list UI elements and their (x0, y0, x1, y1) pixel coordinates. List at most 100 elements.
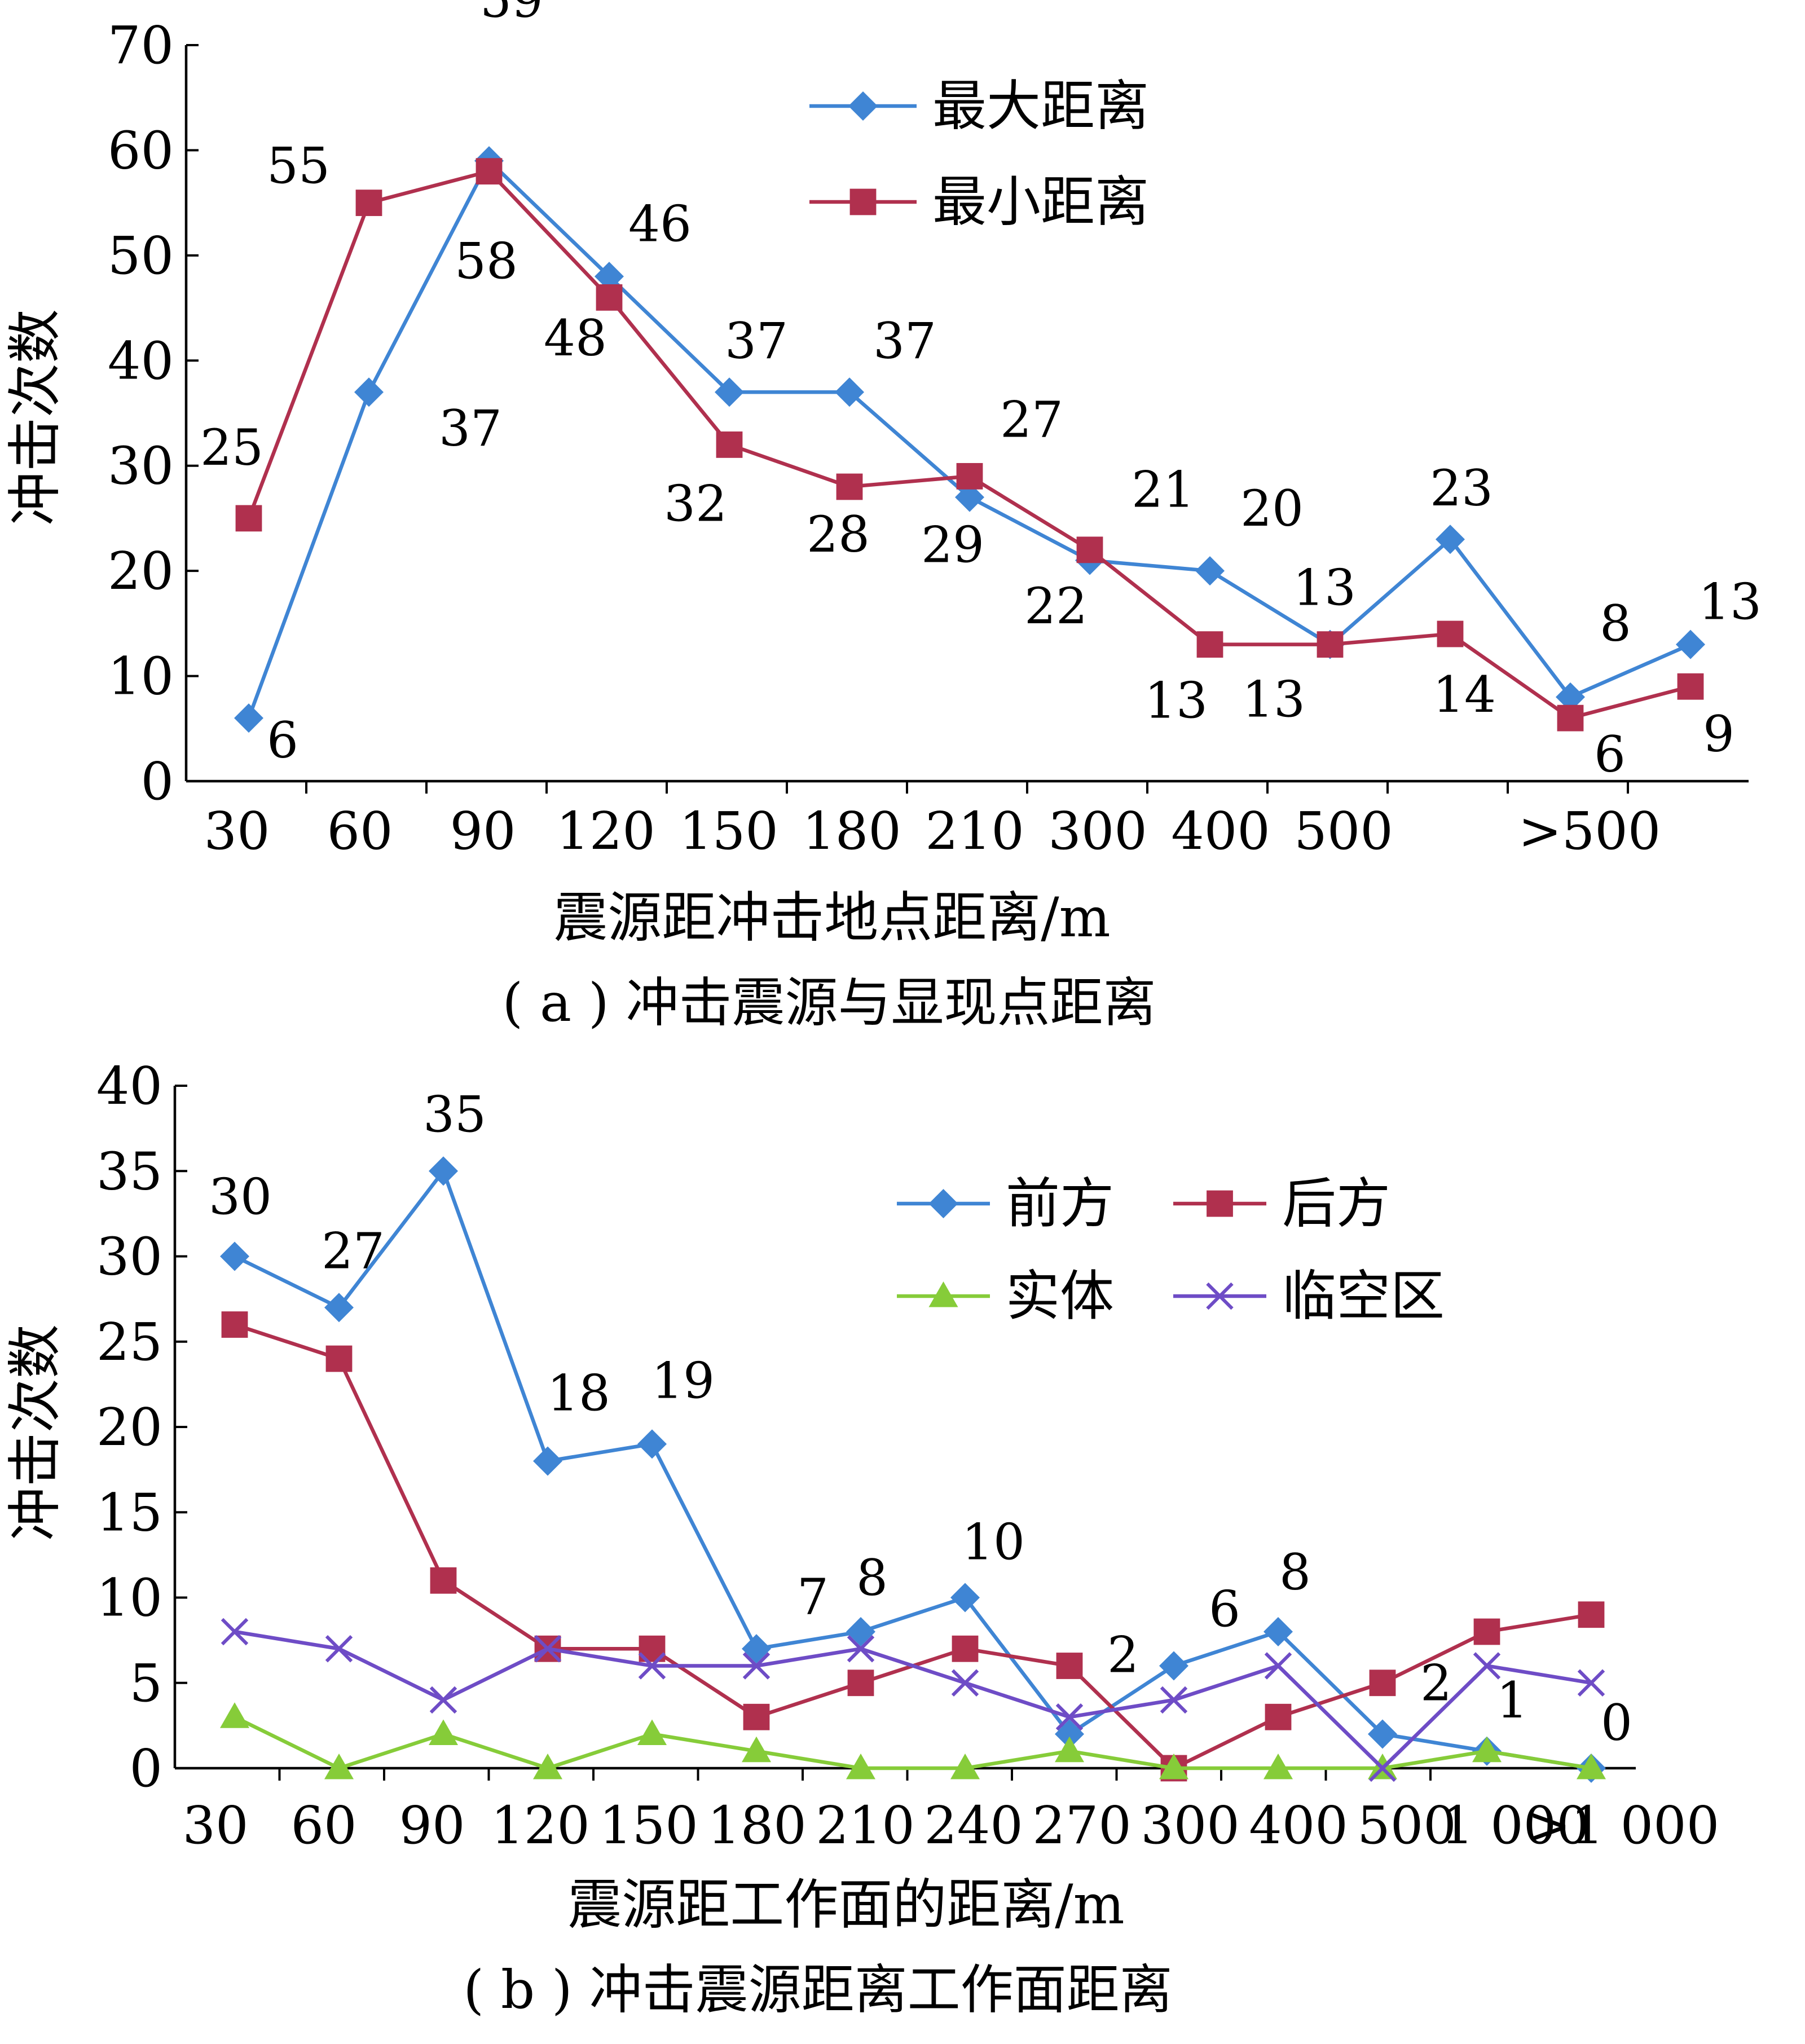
b-series-3-point-2-stroke-b (429, 1686, 457, 1714)
b-series-2-point-7 (950, 1754, 980, 1779)
b-legend-label-2: 实体 (1006, 1265, 1114, 1328)
b-series-1-point-11 (1369, 1669, 1396, 1697)
b-series-3-point-6 (847, 1635, 875, 1663)
b-legend-label-3: 临空区 (1282, 1265, 1445, 1328)
b-series-3-point-13-stroke-b (1577, 1669, 1605, 1697)
b-series-2-point-8 (1055, 1736, 1084, 1763)
b-series-0-point-3 (533, 1446, 562, 1476)
b-series-3-point-6-stroke-b (847, 1635, 875, 1663)
a-series-0-data-label-8: 20 (1240, 479, 1304, 538)
a-series-0-data-label-10: 23 (1430, 459, 1493, 517)
b-x-tick-label-4: 150 (599, 1795, 698, 1856)
a-x-tick-label-7: 300 (1048, 801, 1147, 861)
b-y-tick-label-5: 25 (96, 1312, 162, 1372)
b-x-tick-label-7: 240 (924, 1795, 1023, 1856)
b-series-3-point-4 (638, 1652, 666, 1680)
b-series-1-point-10 (1265, 1703, 1292, 1730)
chart-a-x-axis-title: 震源距冲击地点距离/m (553, 886, 1110, 949)
a-series-1-point-12 (1677, 673, 1704, 700)
b-series-1-point-5 (743, 1703, 770, 1730)
a-legend-marker-0 (848, 91, 878, 121)
b-x-tick-label-0: 30 (182, 1795, 248, 1856)
b-series-0-point-10 (1264, 1617, 1293, 1646)
b-x-tick-label-5: 180 (707, 1795, 807, 1856)
b-series-3-point-8 (1055, 1703, 1084, 1731)
a-series-0-data-label-3: 48 (544, 309, 607, 367)
a-series-0-point-5 (835, 377, 864, 407)
b-series-3-point-10 (1264, 1652, 1292, 1680)
b-y-tick-label-2: 10 (96, 1568, 162, 1628)
a-series-0-data-label-6: 29 (921, 516, 984, 574)
a-x-tick-label-5: 180 (802, 801, 901, 861)
b-series-1-point-8 (1056, 1653, 1083, 1679)
b-series-1-point-12 (1473, 1618, 1500, 1645)
a-series-0-data-label-12: 13 (1698, 573, 1762, 631)
b-series-3-point-12 (1473, 1652, 1501, 1680)
chart-a-y-axis-title: 冲击次数 (3, 309, 67, 526)
a-series-1-point-9 (1317, 631, 1344, 658)
chart-b-caption: ( b ) 冲击震源距离工作面距离 (463, 1959, 1172, 2021)
b-series-0-data-label-6: 8 (856, 1549, 888, 1607)
b-series-0-data-label-0: 30 (209, 1168, 272, 1226)
a-series-1-point-1 (355, 190, 382, 217)
a-series-1-data-label-12: 9 (1703, 705, 1734, 763)
b-series-2-point-6 (846, 1754, 875, 1779)
a-series-1-data-label-9: 13 (1242, 671, 1305, 729)
b-series-0-data-label-3: 18 (547, 1364, 610, 1422)
a-x-tick-label-11: >500 (1518, 801, 1661, 861)
b-series-2-point-13 (1577, 1754, 1606, 1779)
a-series-1-point-0 (235, 505, 262, 532)
b-legend-marker-3 (1206, 1282, 1234, 1310)
b-series-3-point-4-stroke-b (638, 1652, 666, 1680)
b-x-tick-label-12: 1 000 (1441, 1795, 1589, 1856)
a-series-0-data-label-9: 13 (1293, 559, 1356, 617)
b-series-1-point-13 (1578, 1601, 1605, 1628)
a-y-tick-label-2: 20 (108, 541, 174, 601)
a-series-0-data-label-5: 37 (873, 312, 936, 370)
a-x-tick-label-4: 150 (679, 801, 778, 861)
b-series-0-point-6 (846, 1617, 875, 1646)
b-x-tick-label-11: 500 (1357, 1795, 1456, 1856)
b-y-tick-label-1: 5 (129, 1653, 162, 1713)
a-series-1-data-label-3: 46 (628, 195, 692, 253)
a-series-1-data-label-10: 14 (1433, 666, 1496, 724)
a-series-0-point-1 (354, 377, 384, 407)
b-series-0-point-7 (950, 1583, 980, 1613)
b-series-0-line (234, 1169, 1592, 1770)
b-series-2-point-2 (429, 1719, 458, 1745)
a-series-1-point-8 (1196, 631, 1223, 658)
b-series-2-point-10 (1264, 1754, 1293, 1779)
b-y-tick-label-8: 40 (96, 1056, 162, 1116)
b-x-tick-label-2: 90 (399, 1795, 465, 1856)
b-series-3-point-8-stroke-b (1055, 1703, 1084, 1731)
a-y-tick-label-5: 50 (108, 226, 174, 286)
b-legend-marker-0 (928, 1189, 958, 1218)
b-series-0-data-label-10: 8 (1279, 1543, 1311, 1601)
b-series-3-point-2 (429, 1686, 457, 1714)
b-series-0-point-9 (1159, 1651, 1188, 1681)
b-series-0-data-label-2: 35 (423, 1085, 486, 1143)
b-series-0-data-label-8: 2 (1107, 1626, 1139, 1684)
b-series-3-point-3 (534, 1635, 562, 1663)
b-series-0-point-8 (1055, 1719, 1084, 1749)
a-x-tick-label-1: 60 (327, 801, 393, 861)
chart-a-ticks: 0 10 20 30 40 50 60 70 30 60 90 120 150 180 210 300 400 5… (108, 15, 1661, 861)
b-series-3-point-12-stroke-b (1473, 1652, 1501, 1680)
chart-b-x-axis-title: 震源距工作面的距离/m (567, 1873, 1124, 1936)
chart-b-y-axis-title: 冲击次数 (3, 1324, 67, 1541)
b-series-0-data-label-13: 0 (1601, 1694, 1632, 1752)
b-legend-marker-2 (928, 1281, 958, 1307)
b-x-tick-label-13: >1 000 (1527, 1795, 1719, 1856)
b-series-2-point-4 (637, 1719, 667, 1745)
b-series-0-point-5 (742, 1634, 771, 1664)
a-series-1-point-4 (716, 431, 743, 458)
b-series-1-line (234, 1323, 1592, 1770)
a-series-0-data-label-4: 37 (725, 312, 788, 370)
a-y-tick-label-7: 70 (108, 15, 174, 76)
b-x-tick-label-3: 120 (491, 1795, 590, 1856)
